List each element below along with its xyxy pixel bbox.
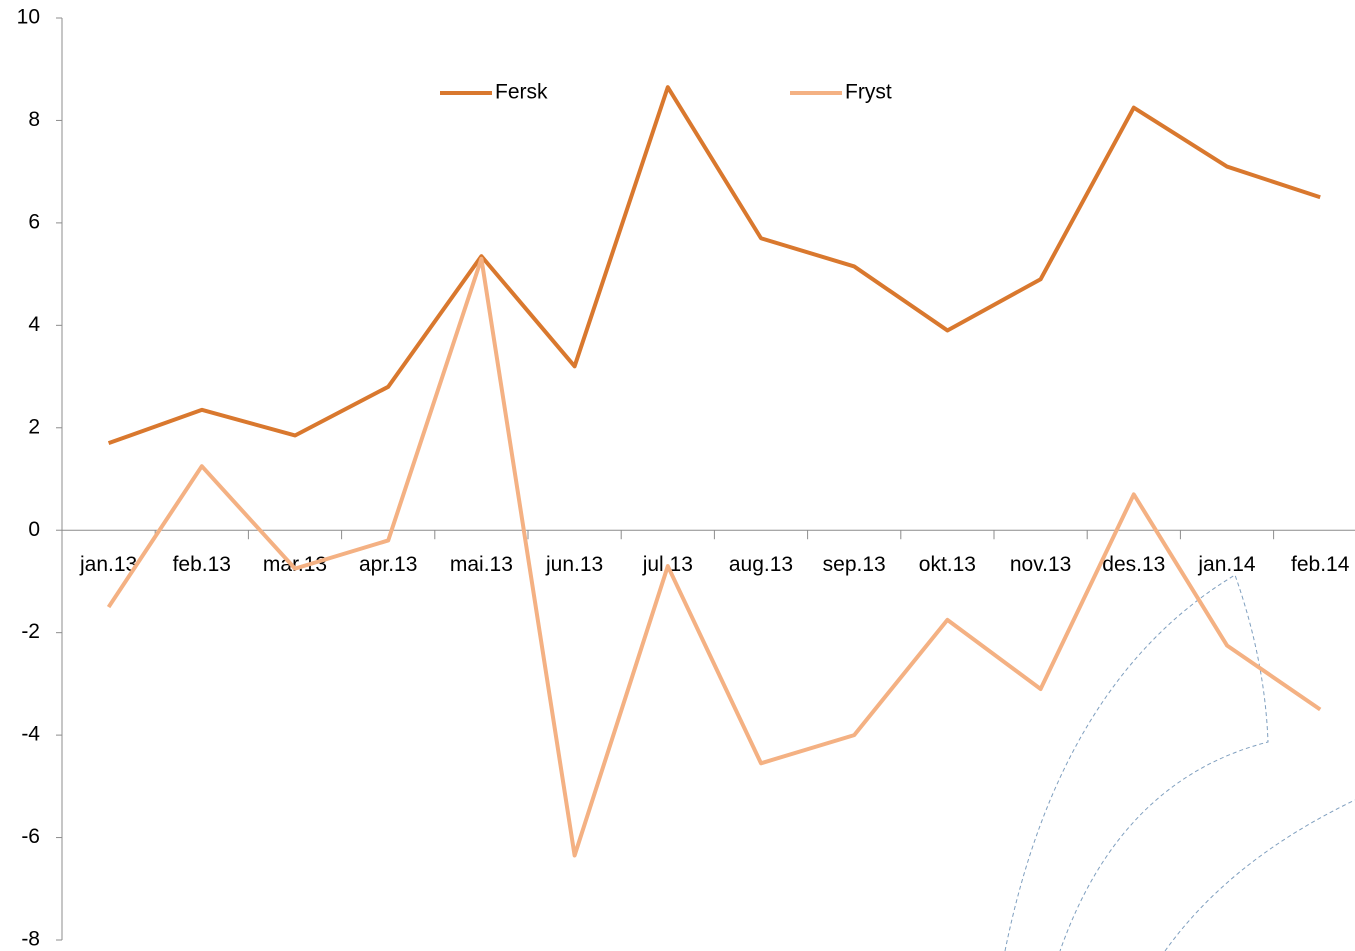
x-tick-label: mar.13: [263, 553, 327, 576]
y-tick-label: -4: [21, 723, 40, 746]
x-tick-label: mai.13: [450, 553, 513, 576]
y-tick-label: -2: [21, 620, 40, 643]
x-tick-label: okt.13: [919, 553, 976, 576]
decoration: [1004, 574, 1355, 951]
y-tick-label: 6: [28, 210, 40, 233]
y-tick-label: 2: [28, 415, 40, 438]
x-tick-label: jun.13: [545, 553, 603, 576]
line-series: [106, 256, 1322, 858]
y-tick-label: -6: [21, 825, 40, 848]
x-tick-label: aug.13: [729, 553, 793, 576]
legend-label: Fersk: [495, 81, 548, 104]
x-tick-label: jan.14: [1197, 553, 1256, 576]
y-tick-label: 0: [28, 518, 40, 541]
y-tick-label: 8: [28, 108, 40, 131]
x-tick-label: feb.13: [173, 553, 231, 576]
y-tick-label: 4: [28, 313, 40, 336]
x-tick-label: feb.14: [1291, 553, 1350, 576]
x-tick-label: sep.13: [823, 553, 886, 576]
x-tick-label: apr.13: [359, 553, 417, 576]
x-tick-label: nov.13: [1010, 553, 1072, 576]
legend-label: Fryst: [845, 81, 892, 104]
x-tick-label: jan.13: [79, 553, 137, 576]
y-tick-label: -8: [21, 928, 40, 951]
x-tick-label: des.13: [1102, 553, 1165, 576]
y-tick-label: 10: [17, 6, 40, 29]
line-series: [107, 85, 1321, 446]
